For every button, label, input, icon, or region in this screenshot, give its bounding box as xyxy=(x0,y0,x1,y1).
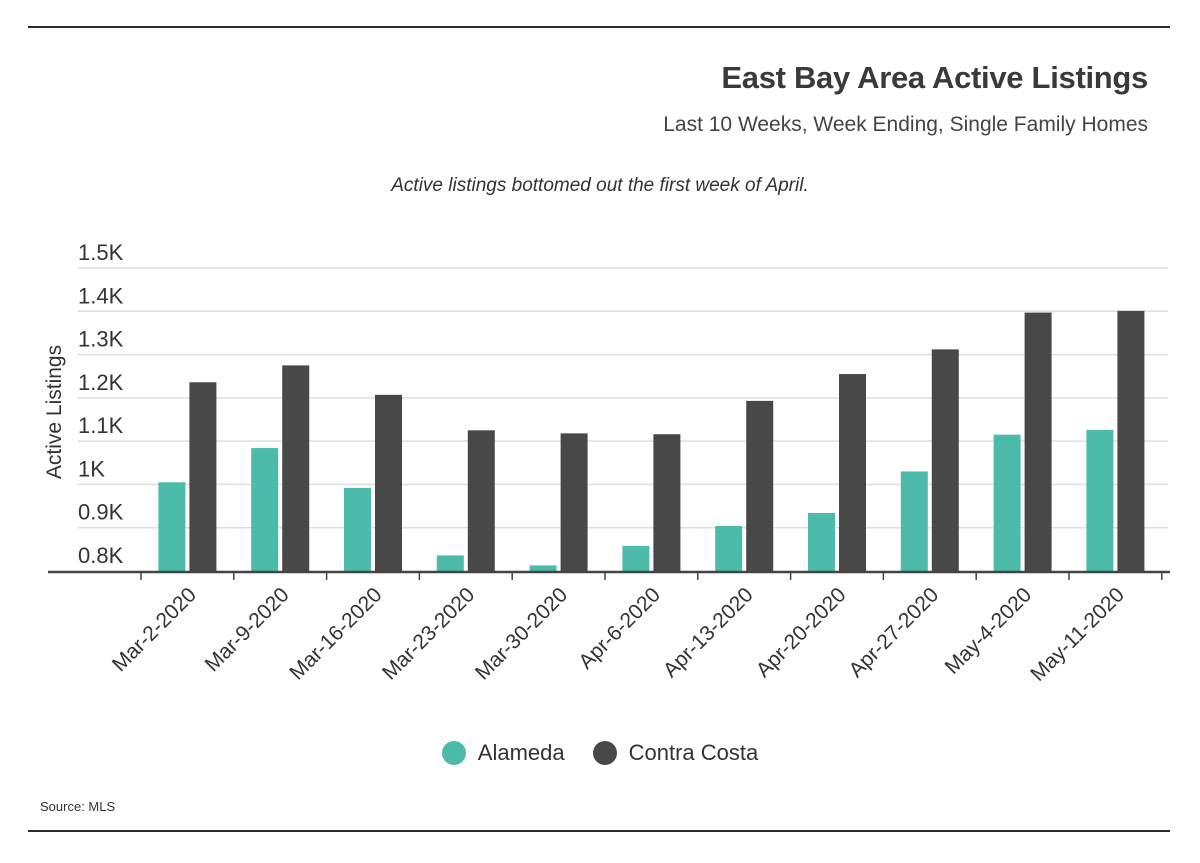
y-tick-label: 1.5K xyxy=(78,240,124,265)
bar-contra-costa xyxy=(560,433,588,571)
bar-alameda xyxy=(622,545,650,571)
bottom-rule xyxy=(28,830,1170,832)
x-tick-label: Apr-6-2020 xyxy=(574,583,665,674)
legend-swatch-alameda xyxy=(441,741,466,765)
y-tick-label: 1.2K xyxy=(78,370,124,395)
chart-legend: Alameda Contra Costa xyxy=(0,740,1200,766)
chart-annotation: Active listings bottomed out the first w… xyxy=(391,175,809,196)
bar-contra-costa xyxy=(1024,312,1052,571)
x-tick-label: Mar-23-2020 xyxy=(378,583,479,684)
y-tick-label: 1.1K xyxy=(78,413,124,438)
chart-title: East Bay Area Active Listings xyxy=(721,60,1148,95)
x-tick-label: Mar-16-2020 xyxy=(285,583,386,684)
x-tick-label: Apr-13-2020 xyxy=(659,583,758,682)
bar-contra-costa xyxy=(375,394,402,571)
y-tick-label: 1K xyxy=(78,456,105,481)
bar-alameda xyxy=(1086,429,1114,571)
bar-contra-costa xyxy=(1117,310,1145,571)
bar-alameda xyxy=(344,487,371,571)
legend-label-contra-costa: Contra Costa xyxy=(628,740,759,765)
x-tick-label: Mar-2-2020 xyxy=(108,583,201,676)
bar-alameda xyxy=(715,525,743,571)
bar-alameda xyxy=(900,471,928,571)
bars xyxy=(158,310,1145,571)
legend-item-contra-costa: Contra Costa xyxy=(592,740,759,766)
bar-contra-costa xyxy=(839,374,866,571)
legend-item-alameda: Alameda xyxy=(441,740,565,766)
x-tick-label: May-11-2020 xyxy=(1026,583,1129,686)
y-tick-label: 1.3K xyxy=(78,327,124,352)
bar-alameda xyxy=(808,512,835,571)
bar-contra-costa xyxy=(653,434,681,571)
bar-alameda xyxy=(993,434,1021,571)
bar-chart: 0.8K 0.9K 1K 1.1K 1.2K 1.3K 1.4K 1.5K Mar-2-2020… xyxy=(43,240,1170,686)
bar-alameda xyxy=(158,482,186,571)
x-tick-label: Apr-27-2020 xyxy=(845,583,944,682)
legend-swatch-contra-costa xyxy=(592,741,617,765)
bar-alameda xyxy=(436,555,464,571)
y-tick-label: 1.4K xyxy=(78,283,124,308)
x-tick-label: Mar-30-2020 xyxy=(471,583,572,684)
bar-contra-costa xyxy=(467,430,495,571)
bar-contra-costa xyxy=(189,382,217,571)
bar-contra-costa xyxy=(746,400,774,571)
x-tick-label: Mar-9-2020 xyxy=(201,583,294,676)
y-axis-label: Active Listings xyxy=(43,345,66,479)
chart-subtitle: Last 10 Weeks, Week Ending, Single Famil… xyxy=(663,113,1148,136)
bar-contra-costa xyxy=(282,365,310,571)
x-tick-label: May-4-2020 xyxy=(941,583,1037,679)
gridlines xyxy=(78,267,1168,529)
bar-alameda xyxy=(529,565,557,571)
legend-label-alameda: Alameda xyxy=(477,740,565,765)
bar-contra-costa xyxy=(931,349,959,571)
bar-alameda xyxy=(251,448,279,571)
y-tick-label: 0.8K xyxy=(78,543,124,568)
x-tick-label: Apr-20-2020 xyxy=(752,583,851,682)
y-tick-label: 0.9K xyxy=(78,500,124,525)
top-rule xyxy=(28,26,1170,28)
source-note: Source: MLS xyxy=(40,799,116,814)
